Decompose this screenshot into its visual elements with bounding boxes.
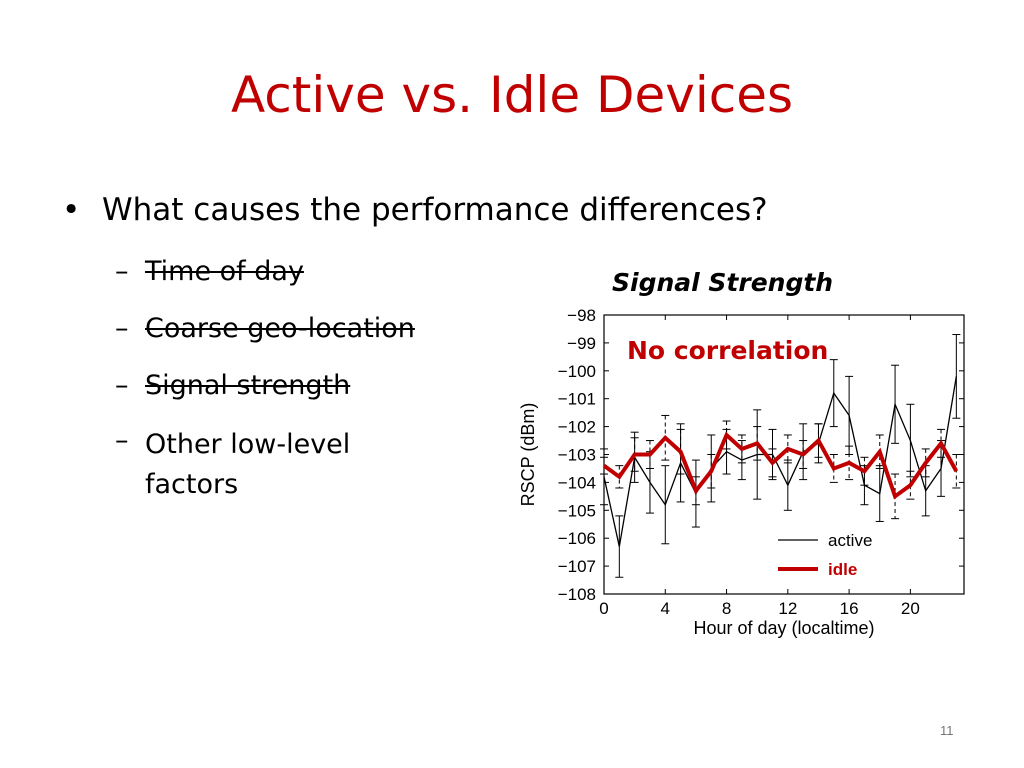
active-series-line [603, 376, 957, 547]
legend-label-active: active [828, 531, 872, 550]
sub-item-signal-strength: – Signal strength [115, 370, 350, 401]
chart-title: Signal Strength [612, 268, 834, 297]
y-tick-label: −106 [558, 529, 596, 548]
sub-item-text: Signal strength [145, 370, 351, 401]
idle-series-line [602, 431, 959, 500]
y-tick-label: −108 [558, 585, 596, 604]
y-tick-label: −99 [567, 334, 596, 353]
x-axis-label: Hour of day (localtime) [693, 618, 874, 638]
sub-item-text: Other low-level factors [145, 425, 350, 505]
y-tick-label: −105 [558, 501, 596, 520]
x-tick-label: 16 [840, 599, 859, 618]
x-tick-label: 0 [599, 599, 608, 618]
bullet-dot: • [62, 192, 81, 228]
sub-item-line: Other low-level [145, 429, 351, 460]
y-tick-label: −98 [567, 306, 596, 325]
sub-item-coarse-geo-location: – Coarse geo-location [115, 313, 415, 344]
y-tick-label: −100 [558, 362, 596, 381]
sub-dash: – [115, 256, 129, 287]
sub-item-text: Time of day [145, 256, 304, 287]
y-tick-label: −101 [558, 390, 596, 409]
sub-item-other-factors: – Other low-level factors [115, 425, 350, 505]
slide-title: Active vs. Idle Devices [230, 66, 794, 124]
x-tick-label: 12 [778, 599, 797, 618]
y-tick-label: −102 [558, 418, 596, 437]
main-bullet-text: What causes the performance differences? [102, 192, 768, 228]
sub-dash: – [115, 313, 129, 344]
sub-dash: – [115, 425, 129, 456]
x-tick-label: 8 [722, 599, 731, 618]
chart-annotation: No correlation [627, 336, 829, 365]
y-tick-label: −107 [558, 557, 596, 576]
sub-item-text: Coarse geo-location [145, 313, 415, 344]
page-number: 11 [940, 723, 954, 738]
legend-label-idle: idle [828, 560, 857, 579]
x-tick-label: 20 [901, 599, 920, 618]
sub-item-line: factors [145, 469, 239, 500]
x-tick-label: 4 [661, 599, 670, 618]
y-tick-label: −104 [558, 473, 596, 492]
y-axis-label: RSCP (dBm) [518, 403, 538, 507]
signal-strength-chart: −98 −99 −100 −101 −102 −103 −104 −105 −106 −107 −1… [518, 306, 965, 638]
sub-item-time-of-day: – Time of day [115, 256, 304, 287]
y-tick-label: −103 [558, 446, 596, 465]
main-bullet: • What causes the performance differences… [62, 192, 768, 228]
sub-dash: – [115, 370, 129, 401]
